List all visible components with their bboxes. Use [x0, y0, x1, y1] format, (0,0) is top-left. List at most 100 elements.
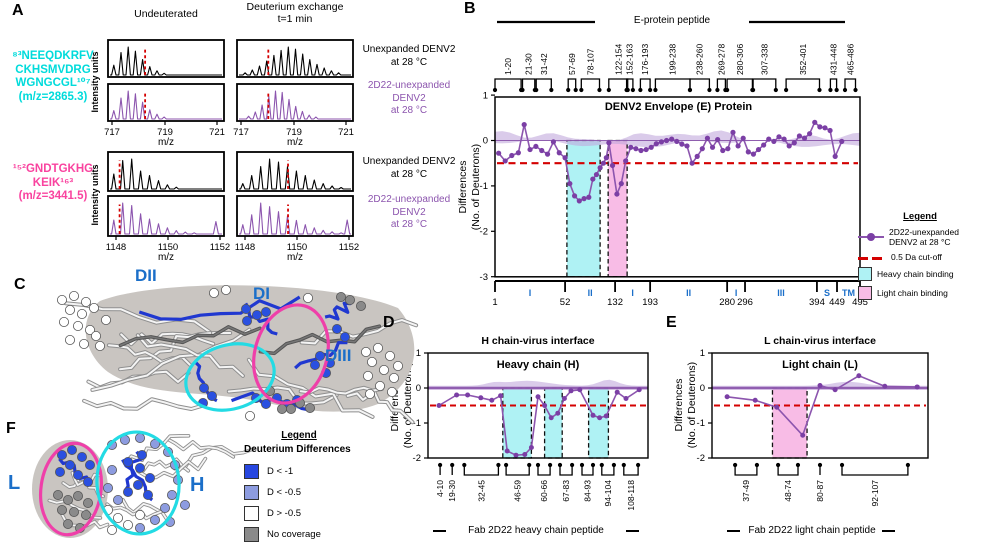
y-tick-label: 1	[700, 348, 705, 359]
peptide-dot	[638, 87, 643, 93]
plot-frame	[427, 352, 649, 459]
mz-axis-label: m/z	[157, 252, 175, 263]
data-point	[609, 162, 616, 169]
residue-tick-label: 52	[560, 297, 571, 308]
peptide-dot	[750, 87, 756, 93]
ribbon	[299, 386, 383, 395]
y-tick-label: -1	[480, 181, 488, 192]
peptide-dot	[707, 87, 712, 93]
data-point	[590, 176, 596, 182]
residue-sphere	[392, 360, 403, 371]
spectrum-trace	[110, 158, 222, 190]
peptide-range-label: 280-306	[735, 44, 745, 75]
y-tick-label: -2	[480, 227, 488, 238]
peptide-bracket	[463, 467, 500, 476]
ribbon	[227, 386, 338, 405]
data-point	[504, 448, 510, 454]
mz-tick-label: 1148	[235, 242, 255, 253]
peptide-range-label: 352-401	[798, 44, 808, 75]
residue-sphere	[276, 403, 287, 414]
data-point	[800, 432, 806, 438]
row-label-line: 2D22-unexpanded	[367, 194, 451, 205]
peptide-dot	[450, 462, 455, 468]
binding-region	[588, 388, 609, 458]
data-point	[755, 146, 762, 153]
peptide-range-label: 48-74	[783, 480, 793, 502]
column-header-time: t=1 min	[277, 13, 313, 25]
data-point	[544, 151, 551, 157]
data-point	[724, 394, 730, 400]
peptide-dot	[599, 462, 604, 468]
peptide-dot	[535, 462, 541, 468]
residue-sphere	[85, 324, 96, 335]
panel-e-ylabel-line1: Differences	[673, 379, 685, 432]
peptide-dot	[834, 87, 839, 93]
panel-d-ylabel-line2: (No. of Deuterons)	[402, 362, 414, 448]
legend-item-no-coverage: No coverage	[244, 527, 384, 542]
peptide-dot	[784, 87, 789, 93]
panel-e-chart: 1 0 -1 -2 37-49 48-74 80-87 92-107	[697, 348, 929, 532]
row-label-2d22-2: 2D22-unexpanded DENV2 at 28 °C	[354, 194, 464, 232]
residue-tick-label: 296	[737, 297, 753, 308]
purple-dot-icon	[867, 232, 875, 241]
data-point	[478, 395, 484, 401]
residue-sphere	[123, 486, 134, 497]
legend-item-light: Light chain binding	[858, 286, 982, 300]
peptide-bracket	[494, 78, 522, 88]
y-tick-label: -1	[697, 418, 705, 429]
spectrum-trace	[239, 158, 351, 190]
data-point	[638, 147, 644, 154]
data-point	[817, 124, 823, 130]
column-header-undeuterated: Undeuterated	[134, 8, 198, 20]
heavy-chain-binding-ellipse	[184, 342, 276, 412]
e-protein-peptide-header: E-protein peptide	[633, 15, 711, 26]
residue-sphere	[89, 302, 100, 313]
peptide-dot	[534, 87, 539, 93]
residue-tick-label: 193	[642, 297, 658, 308]
residue-sphere	[101, 314, 112, 325]
legend-line: DENV2 at 28 °C	[889, 237, 951, 247]
peptide-bracket	[829, 78, 838, 88]
data-point	[856, 373, 862, 379]
spectrum-trace	[239, 90, 351, 120]
purple-line-marker-icon	[858, 232, 884, 241]
residue-sphere	[63, 519, 74, 530]
peptide-bracket	[505, 467, 530, 476]
residue-sphere	[134, 509, 145, 520]
data-point	[735, 143, 741, 149]
light-chain-binding-ellipse	[252, 303, 330, 405]
legend-item-label: 0.5 Da cut-off	[891, 252, 942, 262]
residue-sphere	[372, 342, 383, 353]
data-point	[882, 383, 888, 389]
data-point	[562, 155, 568, 161]
peptide-range-label: 80-87	[815, 480, 825, 502]
residue-sphere	[83, 476, 94, 487]
residue-sphere	[260, 398, 271, 409]
panel-label-d: D	[383, 314, 395, 331]
legend-item-label: Light chain binding	[877, 288, 948, 298]
residue-sphere	[134, 432, 145, 443]
peptide-range-label: 307-338	[759, 44, 769, 75]
residue-sphere	[339, 331, 350, 342]
peptide-range-label: 32-45	[476, 480, 486, 502]
data-point	[628, 144, 634, 150]
peptide-dot	[817, 87, 822, 93]
binding-region	[544, 388, 563, 458]
domain-label: III	[777, 288, 785, 298]
panel-d-footer: Fab 2D22 heavy chain peptide	[468, 525, 604, 536]
data-point	[771, 138, 777, 145]
heavy-chain-label: H	[190, 474, 205, 496]
data-point	[614, 389, 620, 395]
peptide-range-label: 37-49	[741, 480, 751, 502]
row-label-line: Unexpanded DENV2	[362, 44, 456, 55]
peptide-dot	[573, 87, 578, 93]
residue-sphere	[360, 346, 371, 357]
residue-sphere	[285, 403, 296, 414]
mz-tick-label: 721	[209, 127, 225, 138]
residue-sphere	[260, 306, 271, 317]
peptide-bracket	[608, 78, 629, 88]
residue-sphere	[81, 509, 92, 520]
data-point	[561, 396, 567, 401]
y-tick-label: -2	[413, 453, 421, 464]
mz-axis-label: m/z	[157, 137, 175, 148]
